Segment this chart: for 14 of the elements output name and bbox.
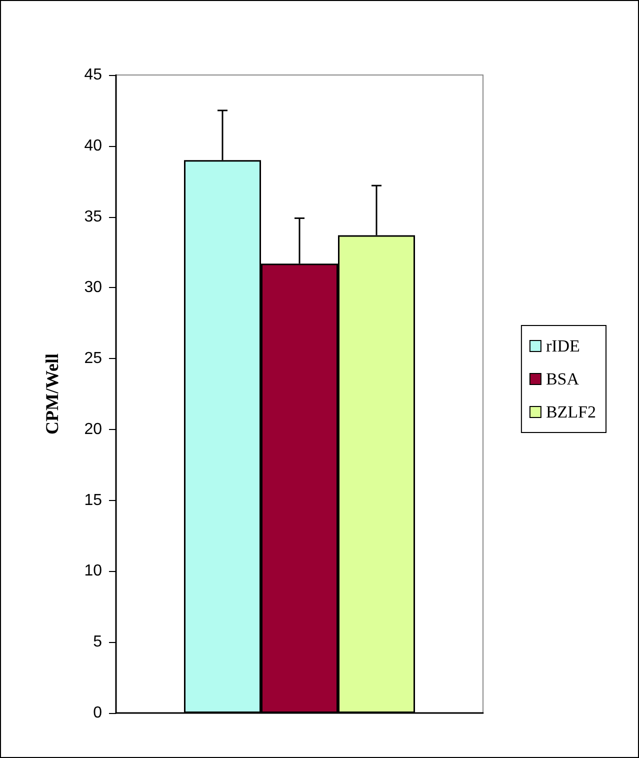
legend-label: BSA [546, 370, 580, 388]
y-tick-label: 40 [84, 137, 102, 154]
y-axis-title: CPM/Well [42, 354, 62, 434]
y-tick-label: 25 [84, 350, 102, 368]
y-tick-label: 0 [93, 704, 102, 722]
y-tick-label: 35 [84, 208, 102, 226]
y-tick-label: 15 [84, 492, 102, 509]
y-tick-label: 45 [84, 66, 102, 84]
legend-label: BZLF2 [546, 402, 596, 422]
y-tick-label: 20 [84, 420, 102, 438]
y-tick-label: 30 [84, 279, 102, 296]
y-tick-label: 10 [84, 562, 102, 580]
y-tick-label: 5 [93, 634, 102, 651]
legend-label: rIDE [546, 336, 580, 356]
